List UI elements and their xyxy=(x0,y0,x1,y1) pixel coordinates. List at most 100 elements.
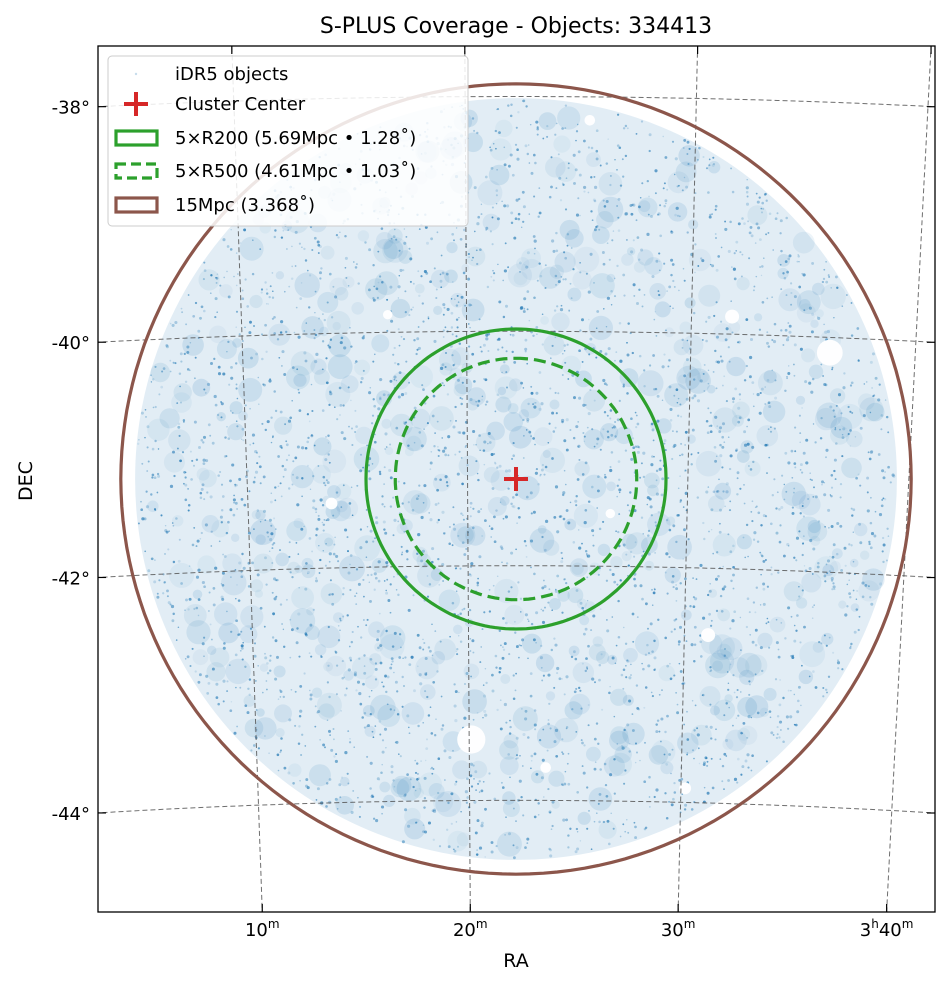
object-point xyxy=(280,737,283,740)
density-clump xyxy=(860,550,870,560)
object-point xyxy=(732,267,736,271)
object-point xyxy=(586,786,589,789)
object-point xyxy=(611,616,614,618)
density-clump xyxy=(488,164,510,186)
object-point xyxy=(627,564,630,567)
object-point xyxy=(659,234,663,238)
object-point xyxy=(596,437,600,441)
object-point xyxy=(282,475,285,478)
object-point xyxy=(240,644,244,648)
object-point xyxy=(489,230,492,233)
object-point xyxy=(509,725,512,729)
object-point xyxy=(683,808,687,811)
object-point xyxy=(495,189,499,192)
density-clump xyxy=(831,548,843,559)
object-point xyxy=(723,752,727,756)
density-clump xyxy=(355,426,373,445)
object-point xyxy=(631,351,634,355)
object-point xyxy=(727,688,730,691)
object-point xyxy=(507,164,511,168)
object-point xyxy=(643,385,646,388)
object-point xyxy=(783,498,786,501)
object-point xyxy=(450,326,454,329)
object-point xyxy=(582,432,585,434)
object-point xyxy=(771,494,774,497)
density-clump xyxy=(414,283,425,294)
object-point xyxy=(767,345,771,348)
object-point xyxy=(177,559,181,563)
object-point xyxy=(285,598,288,601)
object-point xyxy=(839,496,842,499)
object-point xyxy=(630,457,634,461)
object-point xyxy=(355,568,359,571)
object-point xyxy=(426,422,429,425)
object-point xyxy=(382,685,385,688)
object-point xyxy=(278,356,281,359)
object-point xyxy=(778,703,782,707)
density-clump xyxy=(415,656,439,680)
density-clump xyxy=(428,783,445,799)
object-point xyxy=(230,410,232,412)
density-clump xyxy=(259,663,269,672)
object-point xyxy=(405,360,408,363)
object-point xyxy=(799,463,803,467)
object-point xyxy=(271,296,275,299)
object-point xyxy=(291,245,293,248)
density-clump xyxy=(644,560,655,571)
object-point xyxy=(358,815,361,818)
object-point xyxy=(668,528,672,532)
object-point xyxy=(784,389,787,393)
object-point xyxy=(850,381,854,385)
object-point xyxy=(773,427,776,430)
object-point xyxy=(296,627,299,630)
object-point xyxy=(584,627,588,631)
object-point xyxy=(478,434,481,437)
object-point xyxy=(609,568,612,572)
object-point xyxy=(629,204,633,207)
object-point xyxy=(500,644,502,647)
object-point xyxy=(418,431,422,434)
object-point xyxy=(475,249,478,252)
object-point xyxy=(823,323,825,326)
object-point xyxy=(748,257,751,260)
object-point xyxy=(767,428,770,430)
object-point xyxy=(524,709,528,713)
density-clump xyxy=(713,323,733,342)
object-point xyxy=(515,754,519,757)
object-point xyxy=(760,211,764,214)
object-point xyxy=(429,468,432,471)
object-point xyxy=(843,546,847,550)
object-point xyxy=(511,457,514,460)
density-clump xyxy=(254,589,263,598)
object-point xyxy=(695,578,698,580)
object-point xyxy=(206,382,211,386)
object-point xyxy=(389,285,393,289)
object-point xyxy=(707,191,710,194)
object-point xyxy=(459,237,463,241)
density-clump xyxy=(609,730,630,751)
object-point xyxy=(753,285,756,288)
object-point xyxy=(554,391,557,394)
object-point xyxy=(496,108,500,111)
density-clump xyxy=(439,362,453,376)
object-point xyxy=(406,558,409,561)
object-point xyxy=(261,357,264,361)
object-point xyxy=(631,612,635,616)
density-clump xyxy=(807,521,828,542)
density-clump xyxy=(536,724,562,749)
object-point xyxy=(635,684,639,687)
object-point xyxy=(317,517,321,521)
object-point xyxy=(524,350,527,353)
object-point xyxy=(808,381,812,385)
object-point xyxy=(721,780,724,783)
object-point xyxy=(563,578,566,581)
object-point xyxy=(369,387,372,389)
density-clump xyxy=(196,467,210,481)
density-clump xyxy=(798,669,814,685)
object-point xyxy=(432,394,436,398)
object-point xyxy=(541,313,544,316)
object-point xyxy=(651,428,655,432)
object-point xyxy=(741,732,744,735)
density-clump xyxy=(186,620,211,645)
object-point xyxy=(664,571,667,574)
